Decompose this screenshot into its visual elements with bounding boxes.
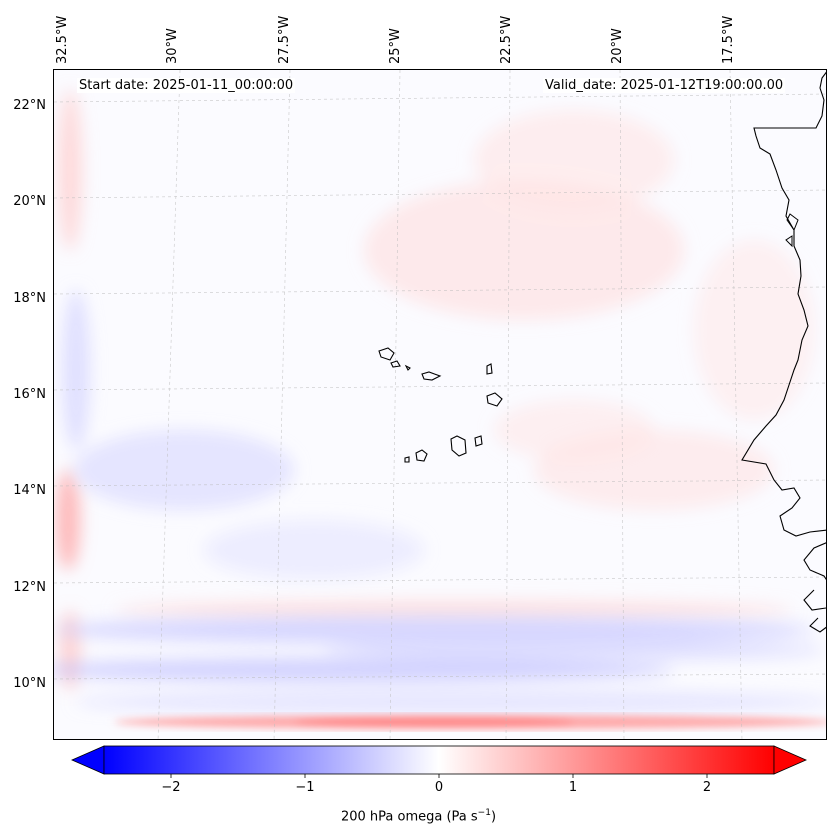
- colorbar-tick-1: 1: [568, 780, 578, 795]
- lat-label-14n: 14°N: [13, 483, 46, 498]
- lon-label-20w: 20°W: [610, 28, 625, 64]
- valid-date-label: Valid_date: 2025-01-12T19:00:00.00: [543, 78, 786, 93]
- lat-label-12n: 12°N: [13, 580, 46, 595]
- positive-omega-regions: [56, 90, 814, 690]
- guinea-coastline: [803, 542, 826, 633]
- colorbar-gradient: [103, 745, 775, 775]
- strong-positive-band: [114, 715, 826, 729]
- lon-label-30w: 30°W: [165, 28, 180, 64]
- graticule: [54, 70, 826, 739]
- colorbar-title: 200 hPa omega (Pa s−1): [340, 808, 497, 825]
- lat-label-16n: 16°N: [13, 387, 46, 402]
- colorbar-min-extend: [71, 745, 105, 775]
- africa-coastline: [741, 71, 826, 537]
- lon-label-32-5w: 32.5°W: [55, 15, 70, 64]
- colorbar: [71, 745, 807, 778]
- start-date-label: Start date: 2025-01-11_00:00:00: [77, 78, 296, 93]
- lat-label-20n: 20°N: [13, 194, 46, 209]
- lon-label-25w: 25°W: [388, 28, 403, 64]
- colorbar-tick-2: 2: [702, 780, 712, 795]
- colorbar-tick-neg2: −2: [161, 780, 181, 795]
- cape-verde-islands: [378, 347, 503, 463]
- lon-label-27-5w: 27.5°W: [277, 15, 292, 64]
- lat-label-22n: 22°N: [13, 98, 46, 113]
- lon-label-22-5w: 22.5°W: [499, 15, 514, 64]
- colorbar-max-extend: [773, 745, 807, 775]
- lon-label-17-5w: 17.5°W: [721, 15, 736, 64]
- map-field-svg: [54, 70, 826, 739]
- coastal-islets: [785, 213, 799, 248]
- omega-map: [53, 69, 827, 740]
- colorbar-tick-0: 0: [434, 780, 444, 795]
- lat-label-18n: 18°N: [13, 291, 46, 306]
- colorbar-tick-neg1: −1: [295, 780, 315, 795]
- lat-label-10n: 10°N: [13, 676, 46, 691]
- colorbar-tick-marks: [170, 774, 708, 778]
